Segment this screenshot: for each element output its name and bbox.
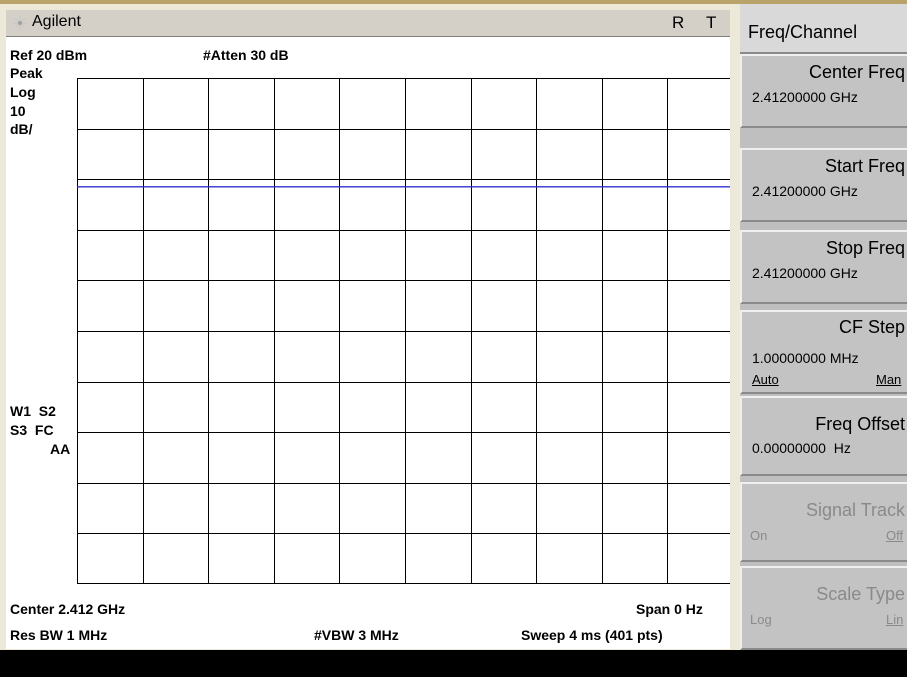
trigger-indicator: T [706, 13, 717, 32]
ref-level-label: Ref 20 dBm [10, 47, 88, 63]
graticule-border [77, 78, 730, 584]
softkey-menu-header: Freq/Channel [740, 4, 907, 54]
center-freq-label: Center Freq [808, 62, 905, 82]
stop-freq-softkey[interactable]: Stop Freq 2.41200000 GHz [740, 230, 907, 304]
freq-offset-label: Freq Offset [815, 414, 905, 434]
detector-label: Peak [10, 65, 43, 81]
title-bar: Agilent R T [6, 10, 730, 37]
sweep-label: Sweep 4 ms (401 pts) [521, 627, 663, 643]
scale-unit-label: dB/ [10, 121, 33, 137]
signal-track-on-option[interactable]: On [750, 528, 768, 543]
agilent-spark-icon [13, 16, 27, 30]
remote-indicator: R [672, 13, 685, 32]
spectrum-graticule [77, 78, 730, 584]
freq-offset-softkey[interactable]: Freq Offset 0.00000000 Hz [740, 396, 907, 476]
spectrum-display: Ref 20 dBm #Atten 30 dB Peak Log 10 dB/ … [6, 37, 730, 649]
cf-step-auto-option[interactable]: Auto [752, 372, 779, 387]
signal-track-off-option[interactable]: Off [886, 528, 904, 543]
freq-offset-value: 0.00000000 Hz [752, 440, 851, 456]
menu-title: Freq/Channel [748, 22, 858, 42]
cf-step-softkey[interactable]: CF Step 1.00000000 MHz Auto Man [740, 310, 907, 394]
scale-type-softkey[interactable]: Scale Type Log Lin [740, 566, 907, 650]
trace-flags-line-1: W1 S2 [10, 403, 56, 419]
display-pane: Agilent R T Ref 20 dBm #Atten 30 dB Peak… [0, 4, 740, 650]
center-freq-value: 2.41200000 GHz [752, 89, 858, 105]
signal-track-softkey[interactable]: Signal Track On Off [740, 482, 907, 562]
attenuation-label: #Atten 30 dB [203, 47, 289, 63]
start-freq-softkey[interactable]: Start Freq 2.41200000 GHz [740, 148, 907, 222]
trace-flags-line-2: S3 FC [10, 422, 54, 438]
span-label: Span 0 Hz [636, 601, 703, 617]
window-top-strip [0, 0, 907, 4]
bottom-black-bar [0, 650, 907, 677]
softkey-panel: Freq/Channel Center Freq 2.41200000 GHz … [740, 4, 907, 650]
scale-type-log-option[interactable]: Log [750, 612, 772, 627]
trace-flags-line-3: AA [50, 441, 71, 457]
stop-freq-label: Stop Freq [825, 238, 905, 258]
center-freq-softkey[interactable]: Center Freq 2.41200000 GHz [740, 54, 907, 128]
scale-type-lin-option[interactable]: Lin [886, 612, 904, 627]
scale-value-label: 10 [10, 103, 26, 119]
cf-step-manual-option[interactable]: Man [876, 372, 902, 387]
start-freq-label: Start Freq [824, 156, 905, 176]
center-frequency-label: Center 2.412 GHz [10, 601, 126, 617]
res-bw-label: Res BW 1 MHz [10, 627, 108, 643]
scale-type-label: Log [10, 84, 36, 100]
stop-freq-value: 2.41200000 GHz [752, 265, 858, 281]
start-freq-value: 2.41200000 GHz [752, 183, 858, 199]
vbw-label: #VBW 3 MHz [314, 627, 399, 643]
scale-type-softkey-label: Scale Type [816, 584, 905, 604]
signal-track-label: Signal Track [805, 500, 905, 520]
cf-step-label: CF Step [838, 317, 905, 337]
brand-name: Agilent [32, 13, 81, 30]
cf-step-value: 1.00000000 MHz [752, 350, 859, 366]
